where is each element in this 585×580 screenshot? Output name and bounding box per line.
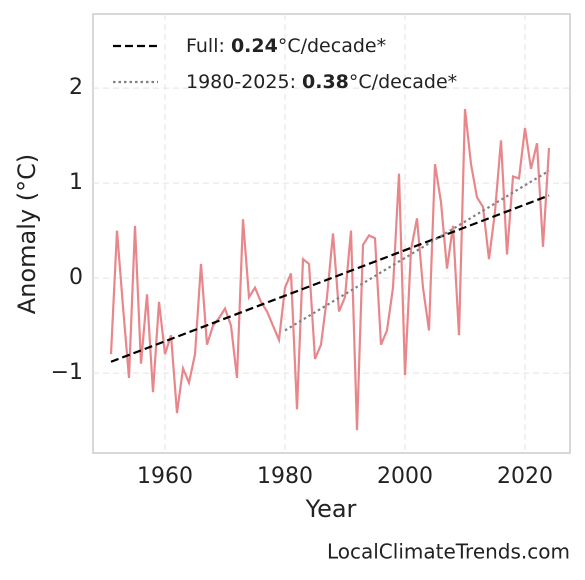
footer: LocalClimateTrends.com [327,540,570,564]
y-tick-label: 0 [69,265,83,290]
x-axis-label: Year [305,495,357,523]
plot-frame [92,13,571,454]
data-line [284,169,550,332]
legend-label: 1980-2025: 0.38°C/decade* [186,71,457,93]
x-tick-label: 1960 [137,464,193,489]
data-line [109,108,551,431]
y-tick-label: 1 [69,170,83,195]
y-tick-label: −1 [51,360,83,385]
y-axis-label: Anomaly (°C) [13,154,41,314]
data-line [110,194,550,363]
x-tick-label: 2020 [497,464,553,489]
x-tick-label: 1980 [257,464,313,489]
legend-label: Full: 0.24°C/decade* [186,35,386,57]
x-tick-label: 2000 [377,464,433,489]
y-tick-label: 2 [69,75,83,100]
